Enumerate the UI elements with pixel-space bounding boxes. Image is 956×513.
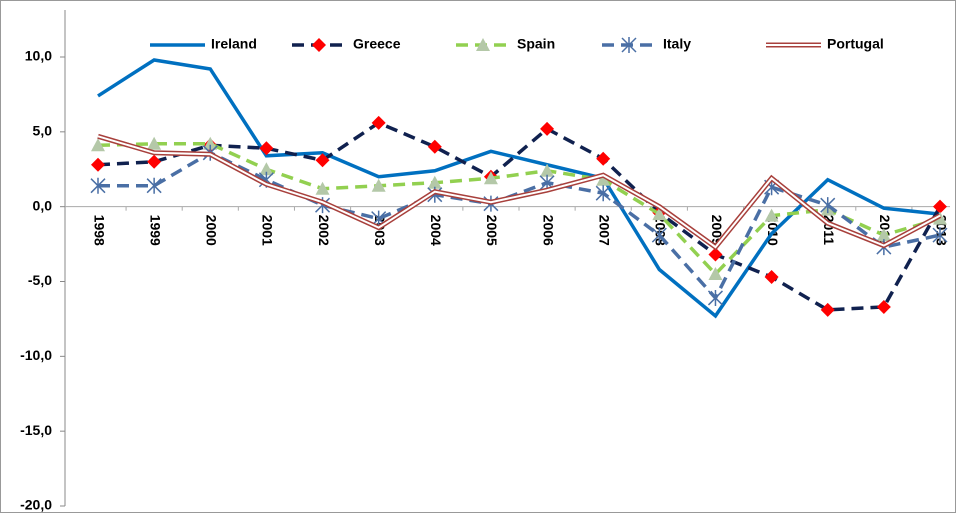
series-line [98, 150, 941, 302]
x-tick-label: 2007 [596, 215, 612, 246]
marker [764, 208, 779, 222]
legend-item: Ireland [150, 36, 257, 52]
legend-label: Spain [517, 36, 555, 52]
x-tick-label: 2000 [204, 215, 220, 246]
marker [147, 154, 162, 169]
marker [540, 121, 555, 136]
marker [315, 153, 330, 168]
marker [820, 197, 836, 214]
y-tick-label: 5,0 [33, 123, 53, 139]
series [90, 144, 948, 306]
x-tick-label: 2005 [484, 215, 500, 246]
marker [203, 136, 218, 150]
legend-item: Italy [602, 36, 691, 53]
y-tick-label: 10,0 [25, 48, 52, 64]
series-line [97, 58, 941, 319]
marker [90, 177, 106, 194]
marker [621, 37, 637, 53]
x-tick-label: 1999 [147, 215, 163, 246]
series-line [97, 142, 941, 277]
legend-label: Greece [353, 36, 401, 52]
series [97, 58, 941, 319]
marker [427, 175, 442, 189]
marker [259, 141, 274, 156]
x-tick-label: 2002 [316, 215, 332, 246]
y-tick-label: -15,0 [20, 422, 52, 438]
marker [651, 227, 667, 244]
series-line-inner [97, 135, 941, 249]
marker [146, 177, 162, 194]
legend-label: Italy [663, 36, 691, 52]
legend-item: Portugal [766, 36, 884, 52]
marker [147, 136, 162, 150]
legend-label: Ireland [211, 36, 257, 52]
y-tick-label: 0,0 [33, 197, 53, 213]
series-line [97, 120, 942, 312]
marker [596, 172, 611, 186]
marker [876, 299, 891, 314]
marker [707, 289, 723, 306]
legend-item: Spain [456, 36, 555, 52]
marker [312, 38, 326, 52]
marker [371, 115, 386, 130]
marker [652, 207, 667, 221]
x-tick-label: 2006 [540, 215, 556, 246]
marker [483, 171, 498, 185]
y-tick-label: -5,0 [28, 272, 52, 288]
marker [427, 139, 442, 154]
marker [932, 227, 948, 244]
marker [596, 151, 611, 166]
marker [315, 181, 330, 195]
marker [708, 247, 723, 262]
marker [933, 199, 947, 214]
marker [476, 38, 490, 51]
x-tick-label: 2001 [260, 215, 276, 246]
marker [371, 178, 386, 192]
x-tick-label: 1998 [91, 215, 107, 246]
marker [876, 228, 891, 242]
marker [764, 270, 779, 285]
marker [91, 138, 105, 152]
series [91, 136, 947, 281]
legend-label: Portugal [827, 36, 884, 52]
x-tick-label: 2004 [428, 215, 444, 246]
marker [595, 185, 611, 202]
marker [820, 302, 835, 317]
marker [540, 163, 555, 177]
series [97, 133, 942, 251]
marker [91, 157, 105, 172]
marker [259, 162, 274, 176]
legend-item: Greece [292, 36, 401, 52]
y-tick-label: -10,0 [20, 347, 52, 363]
marker [708, 267, 723, 281]
y-tick-label: -20,0 [20, 497, 52, 513]
